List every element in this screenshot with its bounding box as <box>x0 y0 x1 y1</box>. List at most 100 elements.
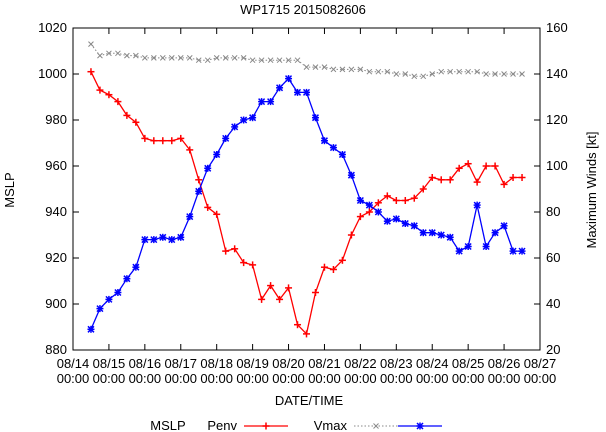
data-point <box>473 201 481 209</box>
data-point <box>392 215 400 223</box>
data-point <box>258 57 265 64</box>
data-point <box>455 247 463 255</box>
data-point <box>132 118 140 126</box>
data-point <box>428 229 436 237</box>
x-tick-date: 08/27 <box>524 356 557 371</box>
x-tick-date: 08/23 <box>380 356 413 371</box>
data-point <box>222 247 230 255</box>
y2-tick-label: 60 <box>546 250 560 265</box>
data-point <box>133 52 139 59</box>
x-tick-date: 08/21 <box>308 356 341 371</box>
data-point <box>509 247 517 255</box>
data-point <box>141 236 149 244</box>
data-point <box>168 137 176 145</box>
data-point <box>375 68 382 75</box>
legend-marker <box>262 422 270 430</box>
data-point <box>465 68 472 75</box>
data-point <box>329 144 337 152</box>
y-tick-label: 1020 <box>38 20 67 35</box>
data-point <box>105 295 113 303</box>
data-point <box>509 174 517 181</box>
data-point <box>339 66 346 73</box>
y-axis-title: MSLP <box>2 172 17 207</box>
data-point <box>88 41 94 47</box>
legend-label-penv: Penv <box>207 418 237 432</box>
data-point <box>96 305 104 313</box>
x-tick-date: 08/16 <box>129 356 162 371</box>
x-tick-date: 08/24 <box>416 356 449 371</box>
data-point <box>483 71 489 77</box>
data-point <box>258 98 266 106</box>
data-point <box>123 275 131 283</box>
data-point <box>518 247 526 255</box>
x-tick-time: 00:00 <box>452 371 485 386</box>
x-tick-time: 00:00 <box>524 371 557 386</box>
x-tick-date: 08/14 <box>57 356 90 371</box>
data-point <box>383 192 391 200</box>
data-point <box>258 295 266 303</box>
data-point <box>132 263 140 271</box>
legend-heading: MSLP <box>150 418 185 432</box>
data-point <box>204 57 211 64</box>
data-point <box>420 73 427 80</box>
data-point <box>285 75 293 83</box>
x-tick-time: 00:00 <box>236 371 269 386</box>
data-point <box>446 233 454 241</box>
data-point <box>419 185 427 193</box>
data-point <box>393 71 400 77</box>
data-point <box>321 64 328 70</box>
data-point <box>150 137 158 145</box>
data-point <box>437 176 445 184</box>
data-point <box>438 68 445 75</box>
data-point <box>267 282 275 290</box>
data-point <box>338 256 346 264</box>
data-point <box>249 57 256 64</box>
x-tick-date: 08/20 <box>272 356 305 371</box>
data-point <box>303 330 310 338</box>
data-point <box>285 57 292 64</box>
y-tick-label: 880 <box>45 342 67 357</box>
x-tick-time: 00:00 <box>57 371 90 386</box>
data-point <box>186 146 194 154</box>
data-point <box>402 71 409 77</box>
y2-tick-label: 100 <box>546 158 568 173</box>
chart-title: WP1715 2015082606 <box>240 2 366 17</box>
data-point <box>347 171 355 179</box>
x-tick-time: 00:00 <box>200 371 233 386</box>
y-tick-label: 940 <box>45 204 67 219</box>
x-tick-date: 08/17 <box>164 356 197 371</box>
data-point <box>177 134 185 142</box>
y2-tick-label: 40 <box>546 296 560 311</box>
data-point <box>123 111 131 119</box>
axis-ticks <box>72 27 541 351</box>
data-point <box>320 137 328 145</box>
x-tick-time: 00:00 <box>488 371 521 386</box>
data-point <box>204 203 212 211</box>
data-point <box>249 114 257 122</box>
data-point <box>357 66 364 73</box>
data-point <box>473 178 481 186</box>
data-point <box>401 219 409 228</box>
x-tick-time: 00:00 <box>93 371 126 386</box>
data-point <box>231 55 238 61</box>
data-point <box>124 52 130 59</box>
data-point <box>150 55 157 61</box>
data-point <box>186 55 193 61</box>
data-point <box>231 123 239 131</box>
y2-tick-label: 140 <box>546 66 568 81</box>
series-blue <box>87 75 526 333</box>
y2-tick-label: 120 <box>546 112 568 127</box>
data-point <box>177 55 184 61</box>
legend-sample-vmax <box>354 423 398 429</box>
data-point <box>384 68 391 75</box>
data-point <box>374 208 382 216</box>
data-point <box>267 98 275 106</box>
data-point <box>195 187 203 195</box>
data-point <box>401 197 409 204</box>
data-point <box>141 55 148 61</box>
data-point <box>510 71 516 77</box>
data-point <box>392 197 400 204</box>
y2-tick-label: 80 <box>546 204 560 219</box>
x-tick-date: 08/22 <box>344 356 377 371</box>
data-point <box>204 164 212 172</box>
